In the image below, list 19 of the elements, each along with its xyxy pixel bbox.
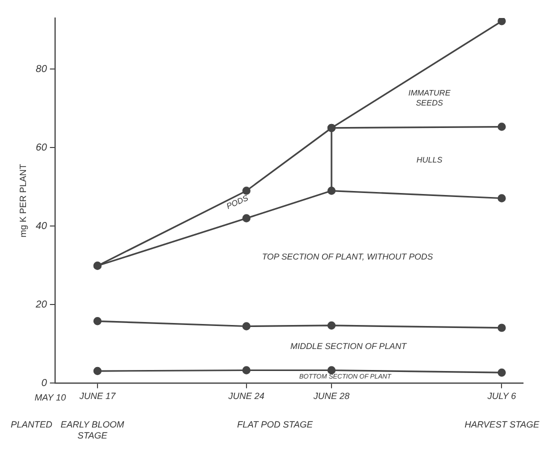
annotation: TOP SECTION OF PLANT, WITHOUT PODS — [262, 252, 434, 262]
text: PLANTED — [10, 420, 53, 430]
x-tick-label: JUNE 17 — [78, 391, 116, 402]
x-tick-label: JUNE 28 — [312, 391, 350, 402]
y-axis-title: mg K PER PLANT — [18, 163, 28, 238]
y-tick-label: 0 — [41, 378, 48, 389]
text: MAY 10 — [34, 392, 66, 403]
y-tick-label: 40 — [36, 220, 48, 232]
y-tick-label: 60 — [36, 142, 48, 154]
annotation: HULLS — [416, 156, 443, 165]
x-tick-label: JULY 6 — [486, 391, 516, 402]
annotation: MIDDLE SECTION OF PLANT — [290, 341, 408, 352]
text: FLAT POD STAGE — [237, 420, 314, 430]
text: EARLY BLOOM STAGE — [60, 420, 125, 441]
annotation: IMMATURE SEEDS — [408, 88, 452, 108]
x-tick-label: JUNE 24 — [227, 391, 264, 402]
text: HARVEST STAGE — [464, 420, 540, 430]
y-tick-label: 20 — [34, 299, 48, 310]
y-tick-label: 80 — [36, 64, 48, 75]
